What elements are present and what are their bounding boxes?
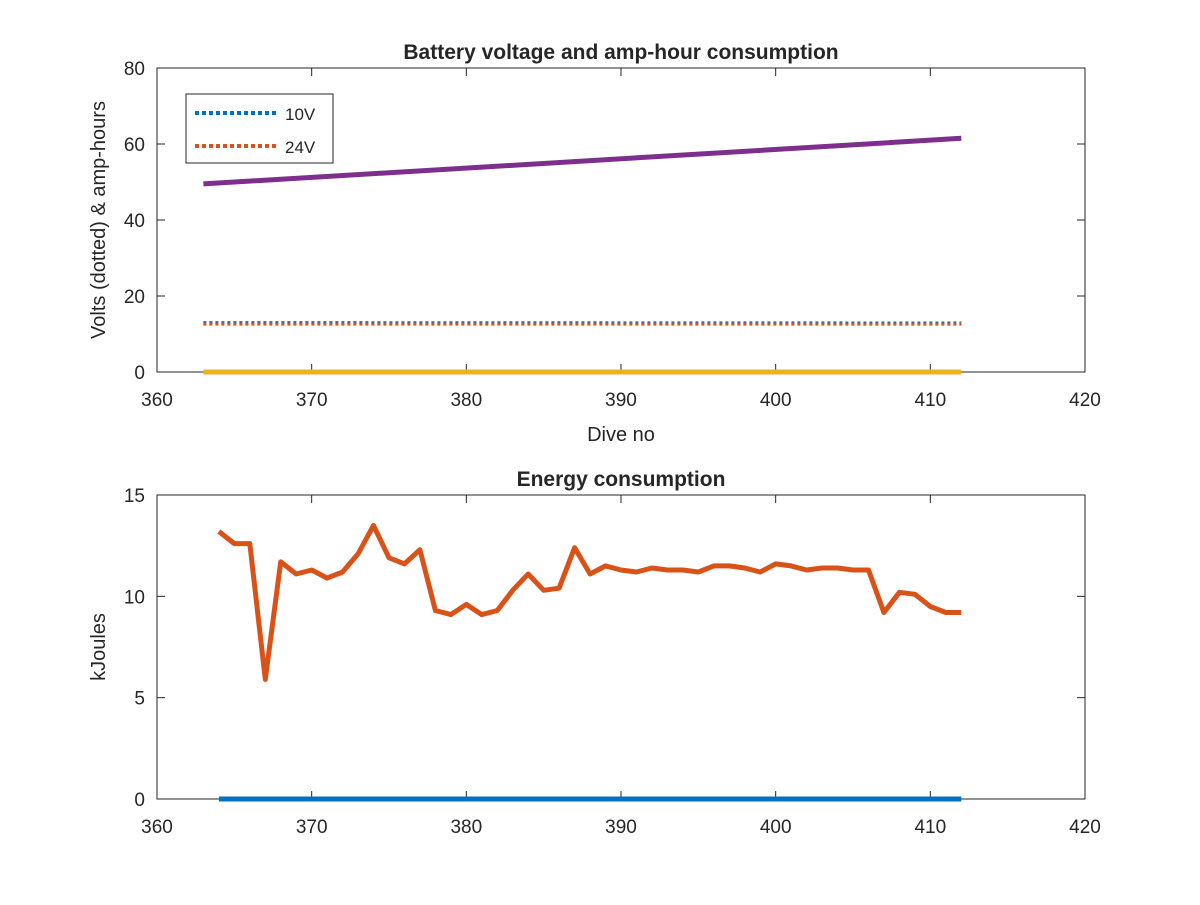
x-tick-label: 370 [296,817,328,838]
x-tick-label: 360 [141,390,173,411]
chart-title: Battery voltage and amp-hour consumption [403,41,838,64]
x-tick-label: 390 [605,817,637,838]
y-tick-label: 60 [124,135,145,156]
y-tick-label: 15 [124,486,145,507]
y-tick-label: 5 [134,689,145,710]
y-tick-label: 80 [124,59,145,80]
y-tick-label: 0 [134,363,145,384]
y-tick-label: 20 [124,287,145,308]
x-tick-label: 410 [914,390,946,411]
x-tick-label: 390 [605,390,637,411]
x-tick-label: 380 [450,390,482,411]
y-tick-label: 40 [124,211,145,232]
x-tick-label: 410 [914,817,946,838]
y-axis-label: kJoules [88,613,110,681]
x-tick-label: 370 [296,390,328,411]
x-tick-label: 420 [1069,817,1101,838]
x-tick-label: 400 [760,817,792,838]
x-axis-label: Dive no [587,424,655,446]
legend-label: 10V [285,105,316,124]
x-tick-label: 420 [1069,390,1101,411]
x-tick-label: 380 [450,817,482,838]
axes-box-1 [157,495,1085,799]
legend-label: 24V [285,138,316,157]
y-axis-label: Volts (dotted) & amp-hours [88,101,110,339]
y-tick-label: 0 [134,790,145,811]
y-tick-label: 10 [124,587,145,608]
x-tick-label: 400 [760,390,792,411]
x-tick-label: 360 [141,817,173,838]
chart-title: Energy consumption [517,468,726,491]
